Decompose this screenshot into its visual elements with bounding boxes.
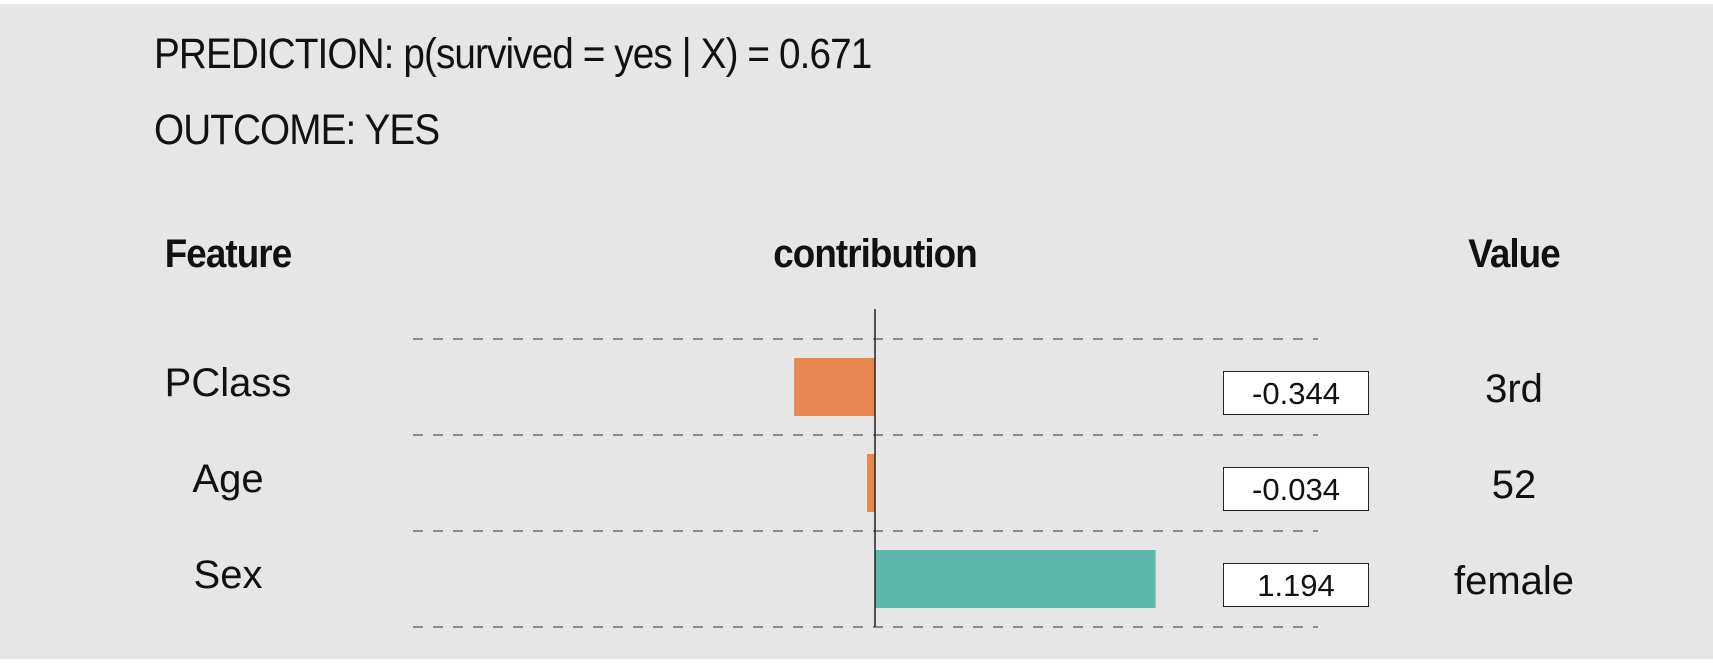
feature-label-pclass: PClass [164,361,292,405]
feature-label-age: Age [192,457,264,501]
outcome-text: OUTCOME: YES [154,106,440,154]
prediction-text: PREDICTION: p(survived = yes | X) = 0.67… [154,30,872,78]
contribution-value-age: -0.034 [1223,467,1369,511]
contribution-bar-pclass [794,358,875,416]
feature-value-sex: female [1453,559,1575,603]
feature-label-sex: Sex [193,553,263,597]
explanation-panel [0,4,1713,659]
feature-value-age: 52 [1491,463,1537,507]
contribution-bar-sex [875,550,1156,608]
value-header: Value [1468,232,1560,276]
feature-value-pclass: 3rd [1485,367,1543,411]
contribution-value-pclass: -0.344 [1223,371,1369,415]
contribution-bar-age [867,454,875,512]
contribution-value-sex: 1.194 [1223,563,1369,607]
contribution-header: contribution [773,232,977,276]
feature-header: Feature [164,232,292,276]
